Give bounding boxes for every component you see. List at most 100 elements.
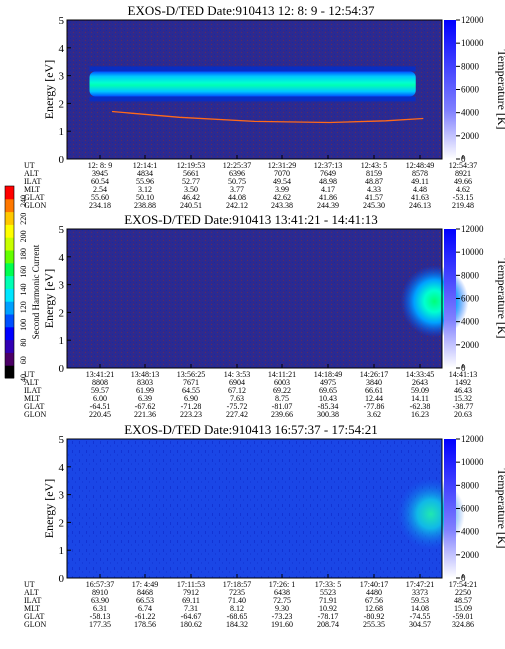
orbit-table: UT 12: 8: 9 12:14:1 12:19:53 12:25:37 12:31:2… <box>24 161 477 210</box>
y2-tick-label: 4000 <box>461 108 480 118</box>
table-cell: 208.74 <box>317 620 339 629</box>
table-cell: 178.56 <box>134 620 156 629</box>
y-tick-label: 5 <box>59 434 65 446</box>
colorbar-swatch <box>5 262 14 277</box>
table-cell: -74.55 <box>410 612 431 621</box>
table-cell: 3373 <box>412 588 428 597</box>
table-row-label: GLON <box>24 620 46 629</box>
table-cell: 7235 <box>229 588 245 597</box>
table-row-label: GLON <box>24 201 46 210</box>
table-cell: 17:47:21 <box>406 580 434 589</box>
table-cell: 223.23 <box>180 410 202 419</box>
colorbar-tick-label: 80 <box>19 339 28 347</box>
table-cell: -67.62 <box>135 402 156 411</box>
table-cell: 12:19:53 <box>177 161 205 170</box>
y2-tick-label: 12000 <box>461 434 484 444</box>
table-row-label: MLT <box>24 394 40 403</box>
table-cell: 13:48:13 <box>131 370 159 379</box>
table-cell: -59.01 <box>453 612 474 621</box>
y-axis-label: Energy [eV] <box>42 60 56 119</box>
plot-frame <box>66 438 443 579</box>
table-cell: 3.99 <box>275 185 289 194</box>
table-cell: 61.99 <box>136 386 154 395</box>
table-cell: 48.98 <box>319 177 337 186</box>
table-cell: 2.54 <box>93 185 107 194</box>
y-tick-label: 1 <box>59 126 65 138</box>
table-cell: 71.40 <box>228 596 246 605</box>
table-cell: 14.11 <box>411 394 429 403</box>
table-cell: 6.74 <box>138 604 152 613</box>
table-row-label: UT <box>24 580 35 589</box>
table-cell: 12:48:49 <box>406 161 434 170</box>
table-cell: 7070 <box>274 169 290 178</box>
temperature-bar <box>444 229 456 368</box>
table-cell: 55.60 <box>91 193 109 202</box>
table-cell: 48.87 <box>365 177 383 186</box>
table-cell: 14:26:17 <box>360 370 388 379</box>
colorbar-tick-label: 60 <box>19 356 28 364</box>
colorbar-label: Second Harmonic Current <box>31 244 41 339</box>
y-tick-label: 4 <box>59 43 65 55</box>
table-cell: 12:31:29 <box>268 161 296 170</box>
table-cell: 10.92 <box>319 604 337 613</box>
table-cell: -64.51 <box>90 402 111 411</box>
temperature-curve <box>111 110 424 124</box>
table-cell: 49.11 <box>411 177 429 186</box>
panel-3: EXOS-D/TED Date:910413 16:57:37 - 17:54:… <box>24 422 505 629</box>
table-cell: -53.15 <box>453 193 474 202</box>
y2-tick-label: 8000 <box>461 270 480 280</box>
table-cell: 63.90 <box>91 596 109 605</box>
colorbar-tick-label: 240 <box>19 195 28 207</box>
y2-tick-label: 4000 <box>461 527 480 537</box>
table-row-label: ALT <box>24 169 39 178</box>
table-cell: 184.32 <box>226 620 248 629</box>
table-cell: 7671 <box>183 378 199 387</box>
table-cell: 3840 <box>366 378 382 387</box>
table-row-label: UT <box>24 161 35 170</box>
table-cell: 7.63 <box>230 394 244 403</box>
table-cell: 239.66 <box>271 410 293 419</box>
table-cell: 72.75 <box>273 596 291 605</box>
table-cell: 244.39 <box>317 201 339 210</box>
table-row-label: MLT <box>24 604 40 613</box>
y-tick-label: 4 <box>59 252 65 264</box>
plot-noise <box>67 439 442 578</box>
table-cell: 3.77 <box>230 185 244 194</box>
table-cell: 4.17 <box>321 185 335 194</box>
table-row-label: ALT <box>24 588 39 597</box>
colorbar-swatch <box>5 339 14 353</box>
table-cell: 64.55 <box>182 386 200 395</box>
table-cell: 52.77 <box>182 177 200 186</box>
table-cell: -71.28 <box>181 402 202 411</box>
table-cell: 69.65 <box>319 386 337 395</box>
table-cell: 2643 <box>412 378 428 387</box>
band-halo-top <box>89 66 416 72</box>
table-cell: 6.00 <box>93 394 107 403</box>
table-cell: -73.23 <box>272 612 293 621</box>
table-cell: 59.53 <box>411 596 429 605</box>
table-cell: 14:11:21 <box>268 370 296 379</box>
y2-tick-label: 8000 <box>461 61 480 71</box>
y-tick-label: 2 <box>59 517 65 529</box>
y2-tick-label: 2000 <box>461 550 480 560</box>
colorbar-tick-label: 140 <box>19 284 28 296</box>
table-cell: 16:57:37 <box>86 580 114 589</box>
table-cell: 12.44 <box>365 394 383 403</box>
table-cell: 50.10 <box>136 193 154 202</box>
plot-frame <box>66 19 443 160</box>
table-row-label: ILAT <box>24 386 41 395</box>
table-cell: 6.90 <box>184 394 198 403</box>
table-cell: 227.42 <box>226 410 248 419</box>
table-cell: 17:11:53 <box>177 580 205 589</box>
table-cell: 41.63 <box>411 193 429 202</box>
table-cell: 219.48 <box>452 201 474 210</box>
y-tick-label: 3 <box>59 71 65 83</box>
table-cell: 15.09 <box>454 604 472 613</box>
table-cell: -78.17 <box>318 612 339 621</box>
table-cell: 60.54 <box>91 177 109 186</box>
table-cell: 10.43 <box>319 394 337 403</box>
y-tick-label: 0 <box>59 573 65 585</box>
panel-title: EXOS-D/TED Date:910413 16:57:37 - 17:54:… <box>124 422 377 437</box>
panel-title: EXOS-D/TED Date:910413 12: 8: 9 - 12:54:… <box>128 3 375 18</box>
